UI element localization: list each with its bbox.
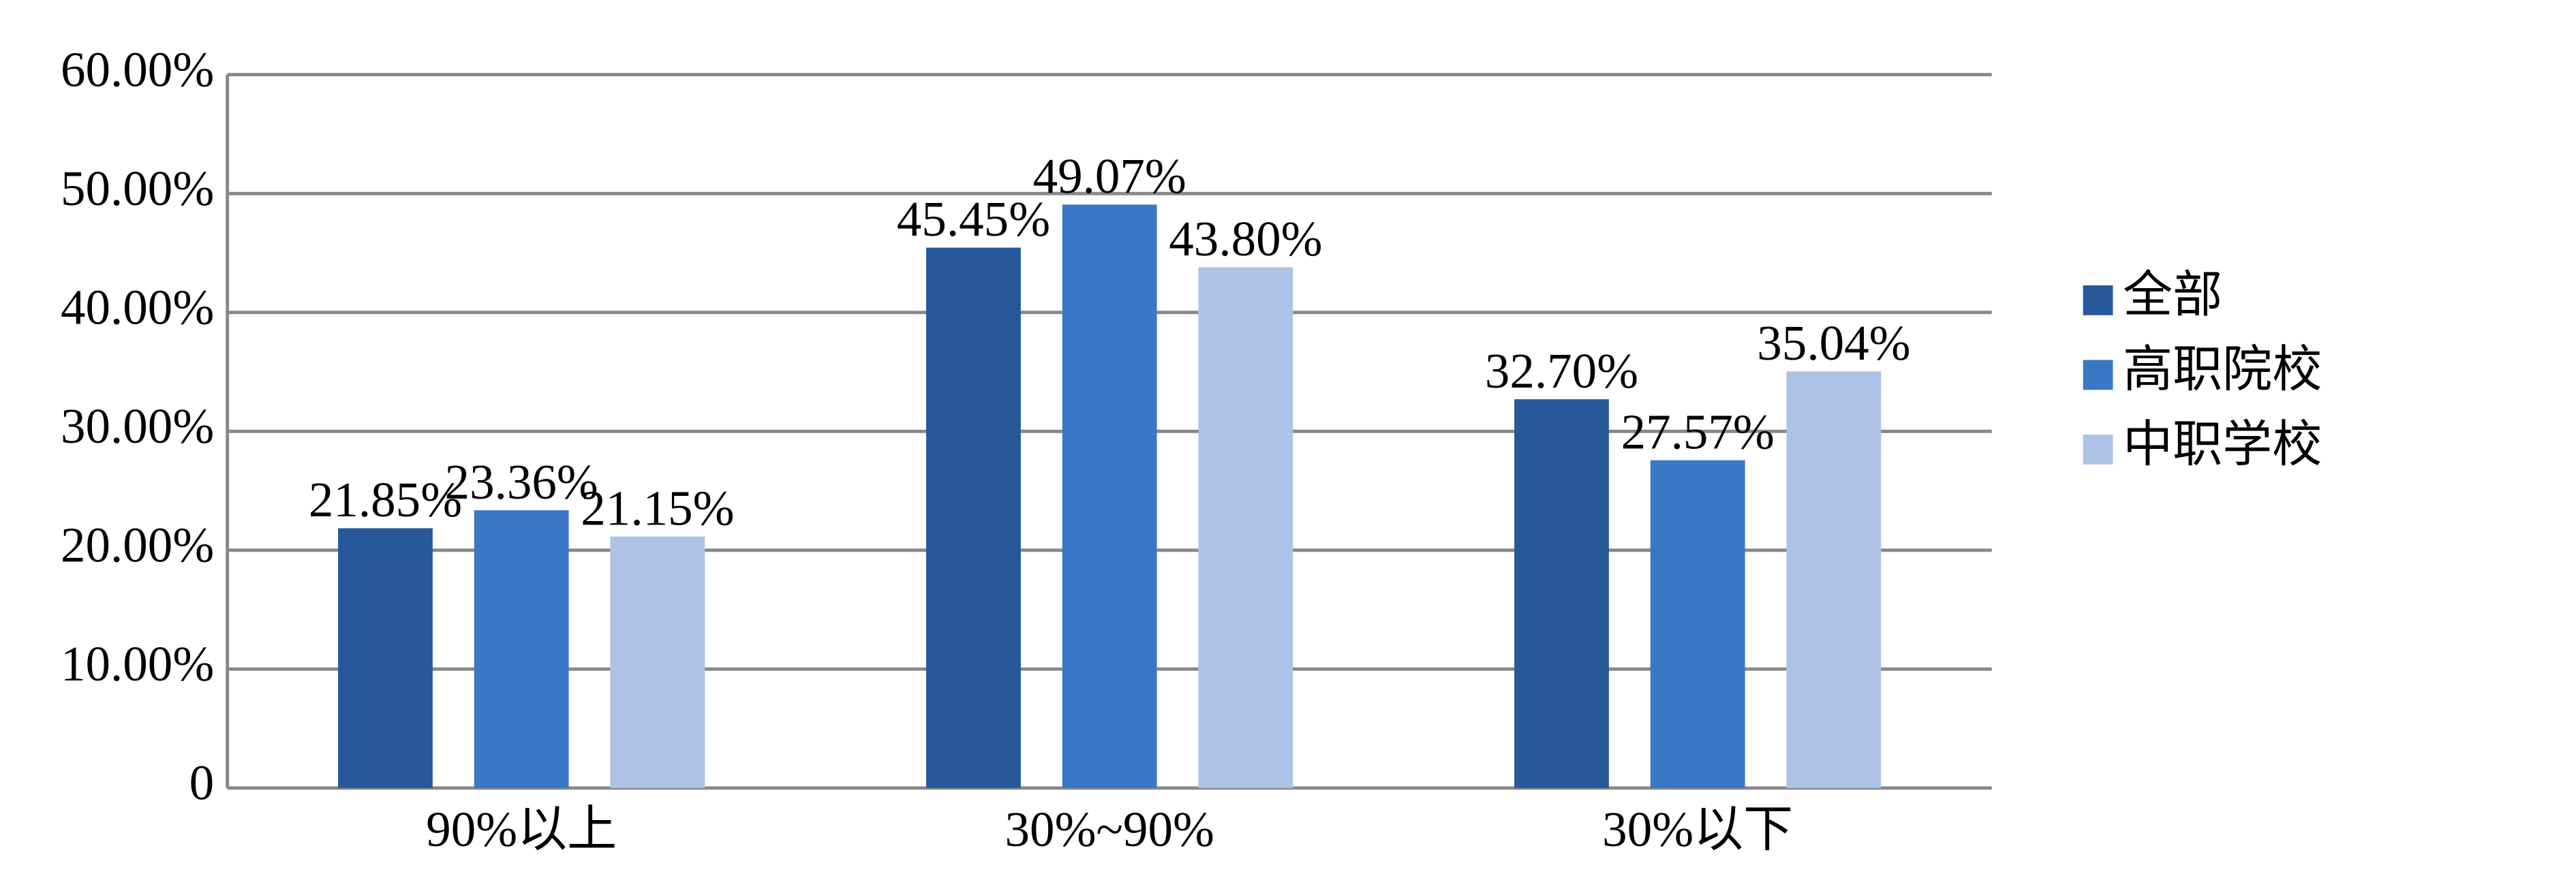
data-label: 21.15% xyxy=(581,480,734,535)
y-tick-label: 60.00% xyxy=(61,42,214,97)
legend-label: 高职院校 xyxy=(2123,342,2322,397)
x-tick-label: 30%以下 xyxy=(1602,802,1793,857)
bar xyxy=(926,247,1021,788)
bar xyxy=(474,510,569,788)
data-label: 49.07% xyxy=(1033,148,1186,204)
legend-label: 中职学校 xyxy=(2123,417,2322,472)
x-tick-label: 30%~90% xyxy=(1005,802,1214,857)
y-tick-label: 10.00% xyxy=(61,636,214,691)
data-label: 35.04% xyxy=(1757,315,1910,371)
data-label: 27.57% xyxy=(1621,404,1775,459)
legend-swatch xyxy=(2083,285,2113,315)
data-label: 43.80% xyxy=(1169,211,1322,266)
bar xyxy=(1198,267,1293,788)
bar xyxy=(1062,204,1157,788)
data-label: 45.45% xyxy=(897,191,1050,247)
y-tick-label: 20.00% xyxy=(61,518,214,573)
bar xyxy=(610,536,705,788)
y-tick-label: 30.00% xyxy=(61,398,214,454)
legend-swatch xyxy=(2083,435,2113,465)
data-label: 32.70% xyxy=(1485,343,1638,398)
bar xyxy=(1650,460,1745,788)
y-tick-label: 0 xyxy=(189,755,215,811)
x-tick-label: 90%以上 xyxy=(426,802,617,857)
bar xyxy=(1514,399,1609,788)
y-tick-label: 50.00% xyxy=(61,161,214,216)
data-label: 21.85% xyxy=(309,472,462,527)
data-label: 23.36% xyxy=(445,454,598,509)
legend-swatch xyxy=(2083,360,2113,390)
bar xyxy=(1786,371,1882,788)
y-tick-label: 40.00% xyxy=(61,279,214,334)
legend-label: 全部 xyxy=(2123,268,2222,323)
bar xyxy=(338,528,433,788)
